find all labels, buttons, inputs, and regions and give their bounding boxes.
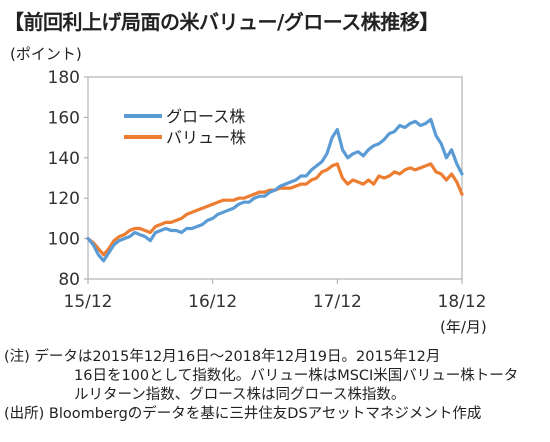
y-tick-label: 80 (58, 270, 80, 290)
legend-label: バリュー株 (166, 128, 246, 147)
y-axis: 80 100 120 140 160 180 (48, 68, 88, 290)
note-line-1: (注) データは2015年12月16日～2018年12月19日。2015年12月 (4, 349, 441, 365)
x-tick-label: 15/12 (64, 292, 113, 312)
x-axis-unit: (年/月) (440, 318, 487, 336)
series-line-value (86, 162, 464, 257)
x-tick-label: 16/12 (188, 292, 237, 312)
x-tick-label: 18/12 (438, 292, 487, 312)
x-tick-label: 17/12 (313, 292, 362, 312)
x-axis: 15/12 16/12 17/12 18/12 (64, 279, 487, 312)
series-line-growth (86, 117, 464, 263)
note-line-2: 16日を100として指数化。バリュー株はMSCI米国バリュー株トータ (74, 368, 519, 384)
series-group (86, 117, 464, 263)
plot-frame (87, 76, 463, 280)
chart-title: 【前回利上げ局面の米バリュー/グロース株推移】 (4, 10, 439, 34)
legend-label: グロース株 (166, 107, 245, 126)
line-chart: 80 100 120 140 160 180 15/12 16/12 17/12 18/12 グ… (48, 68, 487, 312)
y-tick-label: 120 (48, 189, 80, 209)
footnotes: (注) データは2015年12月16日～2018年12月19日。2015年12月… (4, 348, 548, 424)
y-tick-label: 140 (48, 149, 80, 169)
y-tick-label: 180 (48, 68, 80, 88)
y-tick-label: 160 (48, 108, 80, 128)
source-line: (出所) Bloombergのデータを基に三井住友DSアセットマネジメント作成 (4, 406, 482, 422)
note-line-3: ルリターン指数、グロース株は同グロース株指数。 (74, 387, 406, 403)
y-axis-unit: (ポイント) (10, 45, 82, 63)
y-tick-label: 100 (48, 230, 80, 250)
plot-border (87, 76, 463, 280)
